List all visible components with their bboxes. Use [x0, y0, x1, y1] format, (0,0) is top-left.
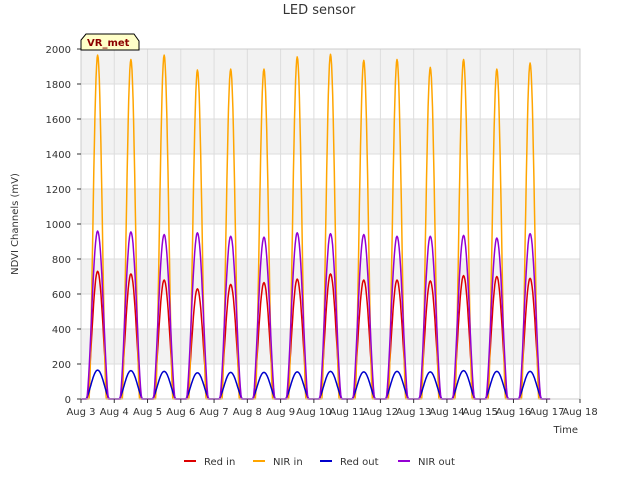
y-tick-label: 1600	[46, 115, 71, 126]
plot-background-bands	[81, 49, 580, 399]
x-axis-ticks: Aug 3 Aug 4 Aug 5 Aug 6 Aug 7 Aug 8 Aug 9 Aug 1…	[66, 399, 598, 418]
x-tick-label: Aug 4	[100, 407, 129, 418]
legend-label-nir-in: NIR in	[273, 457, 303, 468]
x-tick-label: Aug 17	[529, 407, 564, 418]
plot-band	[81, 224, 580, 259]
plot-band	[81, 189, 580, 224]
y-tick-label: 600	[52, 290, 71, 301]
plot-band	[81, 84, 580, 119]
x-tick-label: Aug 18	[562, 407, 597, 418]
x-tick-label: Aug 10	[296, 407, 331, 418]
annotation-badge-label: VR_met	[87, 38, 130, 49]
y-tick-label: 1400	[46, 150, 71, 161]
y-axis-title: NDVI Channels (mV)	[10, 173, 21, 275]
chart-title: LED sensor	[283, 3, 356, 18]
plot-band	[81, 119, 580, 154]
x-tick-label: Aug 7	[200, 407, 229, 418]
x-axis-title: Time	[553, 425, 578, 436]
x-tick-label: Aug 5	[133, 407, 162, 418]
y-axis-ticks: 0 200 400 600 800 1000 1200 1400 1600 1800 2000	[46, 45, 81, 406]
y-tick-label: 400	[52, 325, 71, 336]
legend-label-red-in: Red in	[204, 457, 235, 468]
y-tick-label: 1000	[46, 220, 71, 231]
legend: Red in NIR in Red out NIR out	[184, 457, 455, 468]
y-tick-label: 2000	[46, 45, 71, 56]
annotation-badge: VR_met	[80, 33, 140, 51]
x-tick-label: Aug 13	[396, 407, 431, 418]
x-tick-label: Aug 9	[266, 407, 295, 418]
plot-band	[81, 294, 580, 329]
annotation-badge-box	[80, 33, 140, 51]
x-tick-label: Aug 14	[429, 407, 464, 418]
plot-band	[81, 364, 580, 399]
y-tick-label: 1800	[46, 80, 71, 91]
x-tick-label: Aug 11	[329, 407, 364, 418]
y-tick-label: 0	[65, 395, 71, 406]
plot-band	[81, 259, 580, 294]
x-tick-label: Aug 8	[233, 407, 262, 418]
plot-band	[81, 154, 580, 189]
legend-label-red-out: Red out	[340, 457, 379, 468]
x-tick-label: Aug 16	[496, 407, 531, 418]
x-tick-label: Aug 6	[166, 407, 195, 418]
y-tick-label: 1200	[46, 185, 71, 196]
plot-band	[81, 329, 580, 364]
x-tick-label: Aug 3	[66, 407, 95, 418]
y-tick-label: 800	[52, 255, 71, 266]
legend-label-nir-out: NIR out	[418, 457, 455, 468]
y-tick-label: 200	[52, 360, 71, 371]
x-tick-label: Aug 15	[462, 407, 497, 418]
x-tick-label: Aug 12	[363, 407, 398, 418]
